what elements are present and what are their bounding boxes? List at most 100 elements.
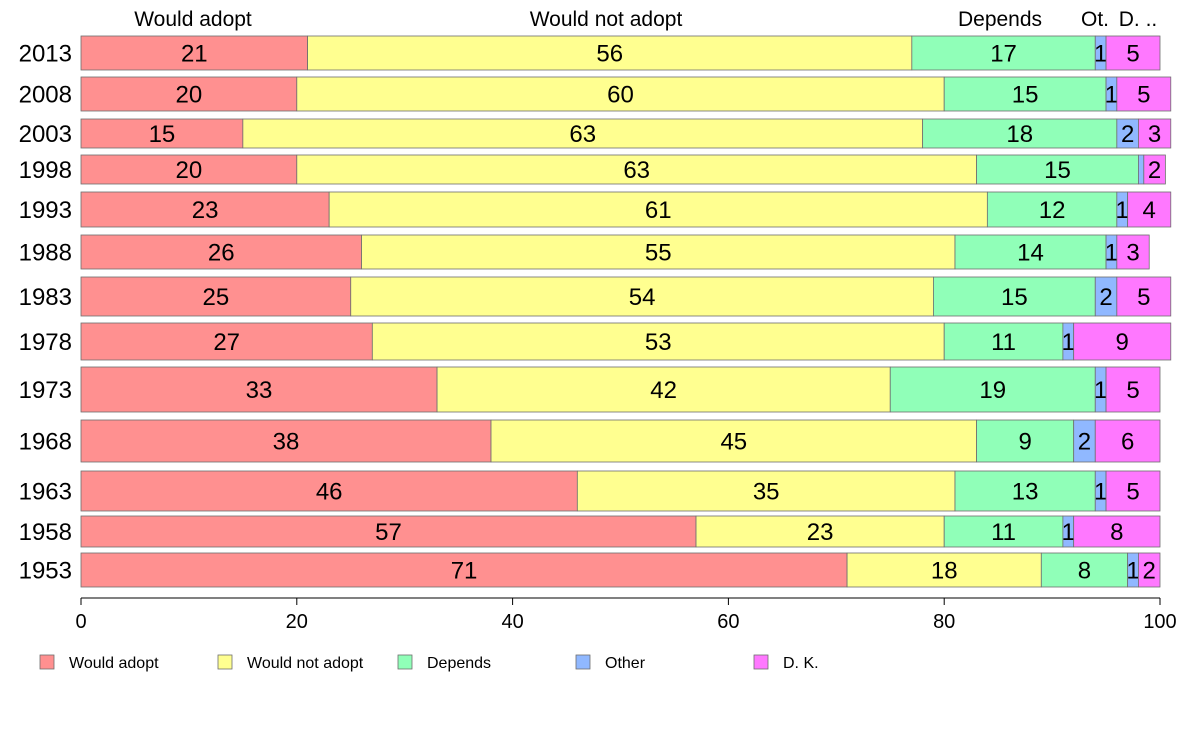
data-label-1978-0: 27 [213,329,240,356]
legend-label-4: D. K. [783,655,819,672]
bar-segment-2008-2 [943,76,1107,112]
data-label-2003-0: 15 [149,121,176,148]
bar-segment-1983-0 [80,276,352,317]
data-label-1968-1: 45 [720,429,747,456]
bar-segment-2008-1 [296,76,945,112]
data-label-1998-4: 2 [1148,157,1161,184]
bar-segment-1998-2 [976,154,1139,185]
data-label-1983-3: 2 [1099,284,1112,311]
bar-segment-1988-4 [1116,234,1150,270]
data-label-1978-2: 11 [991,329,1016,356]
bar-segment-1993-0 [80,191,330,228]
legend-label-2: Depends [427,655,491,672]
bar-segment-1958-1 [695,515,945,548]
data-label-1973-2: 19 [979,377,1006,404]
bar-segment-1968-1 [490,419,977,463]
data-label-2013-4: 5 [1126,41,1139,68]
data-label-1993-4: 4 [1143,197,1156,224]
data-label-2003-1: 63 [569,121,596,148]
bar-segment-1978-0 [80,322,373,361]
bar-segment-1978-2 [943,322,1064,361]
data-label-1998-0: 20 [176,157,203,184]
data-label-2008-4: 5 [1137,82,1150,109]
bar-segment-1953-1 [846,552,1042,588]
data-label-1983-0: 25 [203,284,230,311]
data-label-1968-3: 2 [1078,429,1091,456]
data-label-1958-1: 23 [807,519,834,546]
data-label-2013-3: 1 [1094,41,1107,68]
data-label-2008-1: 60 [607,82,634,109]
year-label-1988: 1988 [19,240,72,267]
bar-segment-2008-0 [80,76,298,112]
bar-segment-1968-4 [1094,419,1161,463]
bar-segment-2013-2 [911,35,1096,71]
data-label-1973-1: 42 [650,377,677,404]
data-label-2013-0: 21 [181,41,208,68]
data-label-1973-0: 33 [246,377,273,404]
data-label-1983-1: 54 [629,284,656,311]
bar-segment-1973-1 [436,366,891,413]
data-label-1973-3: 1 [1094,377,1107,404]
data-label-1953-0: 71 [451,558,478,585]
bar-segment-1963-0 [80,470,578,512]
year-label-1998: 1998 [19,157,72,184]
bar-segment-1953-4 [1138,552,1161,588]
bar-segment-1973-2 [889,366,1096,413]
legend-swatch-2 [397,654,413,670]
x-tick-label-80: 80 [933,611,955,633]
data-label-1998-2: 15 [1044,157,1071,184]
bar-segment-1993-4 [1127,191,1172,228]
column-header-4: D. .. [1119,8,1158,31]
bar-segment-1978-1 [371,322,945,361]
data-label-1963-2: 13 [1012,479,1039,506]
year-label-1963: 1963 [19,479,72,506]
data-label-1963-4: 5 [1126,479,1139,506]
column-header-3: Ot. [1081,8,1109,31]
bar-segment-1993-1 [328,191,988,228]
bar-segment-1968-2 [976,419,1075,463]
bar-segment-2003-0 [80,118,244,149]
data-label-1963-1: 35 [753,479,780,506]
bar-segment-1988-0 [80,234,362,270]
bar-segment-1983-2 [933,276,1096,317]
bar-segment-1973-0 [80,366,438,413]
legend-label-0: Would adopt [69,655,159,672]
data-label-2013-1: 56 [596,41,623,68]
data-label-1988-3: 1 [1105,240,1118,267]
bar-segment-1988-1 [361,234,956,270]
year-label-2013: 2013 [19,41,72,68]
column-header-1: Would not adopt [530,8,683,31]
year-label-1953: 1953 [19,558,72,585]
data-label-1973-4: 5 [1126,377,1139,404]
bar-segment-1958-4 [1073,515,1161,548]
data-label-1963-0: 46 [316,479,343,506]
year-label-1978: 1978 [19,329,72,356]
data-label-1968-2: 9 [1018,429,1031,456]
bar-segment-1983-4 [1116,276,1172,317]
bar-segment-1998-1 [296,154,977,185]
legend-label-3: Other [605,655,646,672]
year-label-1958: 1958 [19,519,72,546]
bar-segment-2003-4 [1138,118,1172,149]
x-tick-label-40: 40 [501,611,523,633]
data-label-1993-2: 12 [1039,197,1066,224]
data-label-1958-3: 1 [1062,519,1075,546]
data-label-1953-4: 2 [1143,558,1156,585]
data-label-1983-2: 15 [1001,284,1028,311]
bar-segment-1958-2 [943,515,1064,548]
data-label-1953-2: 8 [1078,558,1091,585]
column-header-0: Would adopt [134,8,252,31]
x-tick-label-100: 100 [1143,611,1176,633]
bar-segment-1963-4 [1105,470,1161,512]
legend-swatch-3 [575,654,591,670]
data-label-1993-3: 1 [1116,197,1129,224]
bar-segment-1953-2 [1040,552,1129,588]
data-label-1968-0: 38 [273,429,300,456]
year-label-1983: 1983 [19,284,72,311]
year-label-2008: 2008 [19,82,72,109]
data-label-1998-1: 63 [623,157,650,184]
data-label-1958-2: 11 [991,519,1016,546]
legend-swatch-1 [217,654,233,670]
bar-segment-1988-2 [954,234,1107,270]
